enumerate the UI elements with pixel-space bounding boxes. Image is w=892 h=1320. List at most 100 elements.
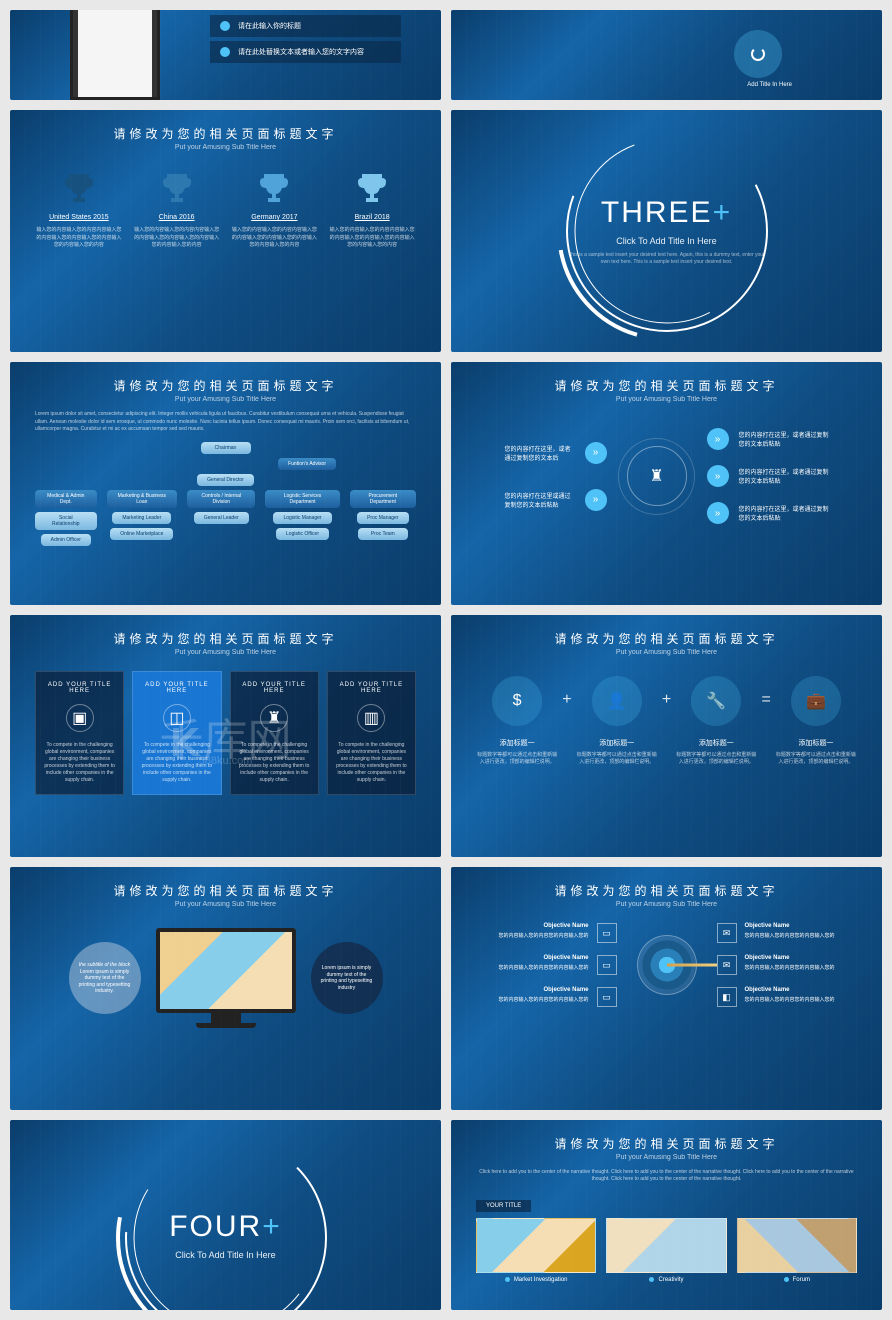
objective-item: ✉Objective Name您的内容输入您的内容您的内容输入您的 (717, 955, 835, 975)
equals-operator: = (761, 676, 770, 709)
org-node: Logistic Manager (273, 512, 331, 524)
bullet-icon (220, 21, 230, 31)
org-column: Logistic Services Department Logistic Man… (265, 490, 339, 546)
slide-flow: 请修改为您的相关页面标题文字 Put your Amusing Sub Title… (451, 362, 882, 604)
org-node: Proc Manager (357, 512, 408, 524)
slide-subtitle: Put your Amusing Sub Title Here (35, 396, 416, 403)
trophy-icon (59, 166, 99, 206)
arrow-icon: » (707, 428, 729, 450)
feature-card: ADD YOUR TITLE HERE▥To compete in the ch… (327, 671, 416, 795)
card-icon: ♜ (260, 704, 288, 732)
refresh-icon (751, 47, 765, 61)
trophy-column: United States 2015输入您的内容输入您的内容内容输入您的内容输入… (35, 166, 123, 250)
briefcase-icon: 💼 (806, 691, 826, 711)
gallery-image (737, 1218, 857, 1273)
arrow-icon: » (707, 502, 729, 524)
card-title: ADD YOUR TITLE HERE (239, 682, 310, 694)
info-box: 请在此输入你的标题 (210, 15, 401, 37)
org-node: Controls / Internal Division (187, 490, 255, 508)
mail-icon: ✉ (717, 923, 737, 943)
slide-subtitle: Put your Amusing Sub Title Here (35, 144, 416, 151)
target-icon (637, 935, 697, 995)
card-desc: To compete in the challenging global env… (336, 742, 407, 784)
trophy-icon: ♜ (649, 466, 663, 486)
slide-title: 请修改为您的相关页面标题文字 (35, 882, 416, 899)
org-node: Online Marketplace (110, 528, 173, 540)
slide-section-four: FOUR+ Click To Add Title In Here (10, 1120, 441, 1310)
gallery-intro: Click here to add you to the center of t… (476, 1169, 857, 1184)
slide-title: 请修改为您的相关页面标题文字 (35, 630, 416, 647)
flow-center-circle: ♜ (627, 446, 687, 506)
section-sub: Click To Add Title In Here (126, 1250, 326, 1260)
money-icon: $ (513, 692, 522, 710)
gallery-caption: Forum (737, 1277, 857, 1283)
eq-item: $添加标题一标题数字等都可以通过点击和重新输入进行更改，顶部的编辑栏说明。 (476, 676, 558, 766)
org-column: Marketing & Business LoanMarketing Leade… (107, 490, 178, 546)
card-title: ADD YOUR TITLE HERE (44, 682, 115, 694)
slide-subtitle: Put your Amusing Sub Title Here (476, 1154, 857, 1161)
slide-title: 请修改为您的相关页面标题文字 (35, 377, 416, 394)
gallery-item: Market Investigation (476, 1218, 596, 1283)
slide-title: 请修改为您的相关页面标题文字 (476, 377, 857, 394)
speech-bubble: Lorem ipsum is simply dummy text of the … (311, 942, 383, 1014)
dot-icon (649, 1277, 654, 1282)
slide-title: 请修改为您的相关页面标题文字 (476, 630, 857, 647)
flow-item: 您的内容打在这里或通过复制您的文本后粘贴» (505, 489, 607, 511)
card-icon: ▥ (357, 704, 385, 732)
org-node: Admin Officer (41, 534, 91, 546)
speech-bubble: the subtitle of the blockLorem ipsum is … (69, 942, 141, 1014)
slide-title: 请修改为您的相关页面标题文字 (476, 1135, 857, 1152)
org-node: Funtion's Advisor (278, 458, 336, 470)
slide-org-chart: 请修改为您的相关页面标题文字 Put your Amusing Sub Title… (10, 362, 441, 604)
trophy-column: Germany 2017输入您的内容输入您的内容内容输入您的内容输入您的内容输入… (231, 166, 319, 250)
org-node: General Leader (194, 512, 249, 524)
org-node: Logistic Services Department (265, 490, 339, 508)
gallery-tab: YOUR TITLE (476, 1200, 531, 1212)
slide-title: 请修改为您的相关页面标题文字 (35, 125, 416, 142)
feature-card: ADD YOUR TITLE HERE ▣ To compete in the ch… (35, 671, 124, 795)
org-node: Social Relationship (35, 512, 97, 530)
plus-operator: + (662, 676, 671, 709)
slide-subtitle: Put your Amusing Sub Title Here (476, 649, 857, 656)
slide-subtitle: Put your Amusing Sub Title Here (476, 901, 857, 908)
objective-item: ▭Objective Name您的内容输入您的内容您的内容输入您的 (499, 987, 617, 1007)
mail-icon: ✉ (717, 955, 737, 975)
wrench-icon: 🔧 (706, 691, 726, 711)
trophy-icon (254, 166, 294, 206)
flow-item: 您的内容打在这里，或者通过复制您的文本后» (505, 442, 607, 464)
slide-cards: 请修改为您的相关页面标题文字Put your Amusing Sub Title… (10, 615, 441, 857)
gallery-caption: Creativity (606, 1277, 726, 1283)
gallery-item: Creativity (606, 1218, 726, 1283)
gallery-image (606, 1218, 726, 1273)
org-node: Medical & Admin Dept. (35, 490, 97, 508)
org-node: Proc Team (358, 528, 408, 540)
section-number: THREE+ (567, 196, 767, 230)
info-line: 请在此处替换文本或者输入您的文字内容 (238, 47, 364, 57)
card-icon: ▣ (66, 704, 94, 732)
slide-target: 请修改为您的相关页面标题文字Put your Amusing Sub Title… (451, 867, 882, 1109)
slide-section-three: THREE+ Click To Add Title In Here This i… (451, 110, 882, 352)
section-circle: THREE+ Click To Add Title In Here This i… (552, 116, 782, 346)
doc-icon: ▭ (597, 955, 617, 975)
org-node: General Director (197, 474, 254, 486)
dot-icon (505, 1277, 510, 1282)
objective-item: ◧Objective Name您的内容输入您的内容您的内容输入您的 (717, 987, 835, 1007)
slide-monitor: 请修改为您的相关页面标题文字Put your Amusing Sub Title… (10, 867, 441, 1109)
slide-trophies: 请修改为您的相关页面标题文字 Put your Amusing Sub Title… (10, 110, 441, 352)
trophy-desc: 输入您的内容输入您的内容内容输入您的内容输入您的内容输入您的内容输入您的内容输入… (328, 227, 416, 250)
eq-item: 👤添加标题一标题数字等都可以通过点击和重新输入进行更改，顶部的编辑栏说明。 (576, 676, 658, 766)
trophy-label: Germany 2017 (231, 214, 319, 221)
slide-subtitle: Put your Amusing Sub Title Here (476, 396, 857, 403)
circle-label: Add Title In Here (747, 82, 792, 88)
org-column: Medical & Admin Dept. Social Relationship… (35, 490, 97, 546)
card-desc: To compete in the challenging global env… (44, 742, 115, 784)
flow-item: »您的内容打在这里，或者通过复制您的文本后粘贴 (707, 465, 829, 487)
objective-item: ✉Objective Name您的内容输入您的内容您的内容输入您的 (717, 923, 835, 943)
section-sub: Click To Add Title In Here (567, 236, 767, 246)
slide-equation: 请修改为您的相关页面标题文字 Put your Amusing Sub Title… (451, 615, 882, 857)
dot-icon (784, 1277, 789, 1282)
plus-operator: + (562, 676, 571, 709)
watermark-icon (165, 722, 205, 762)
trophy-column: Brazil 2018输入您的内容输入您的内容内容输入您的内容输入您的内容输入您… (328, 166, 416, 250)
arrow-icon: » (585, 442, 607, 464)
